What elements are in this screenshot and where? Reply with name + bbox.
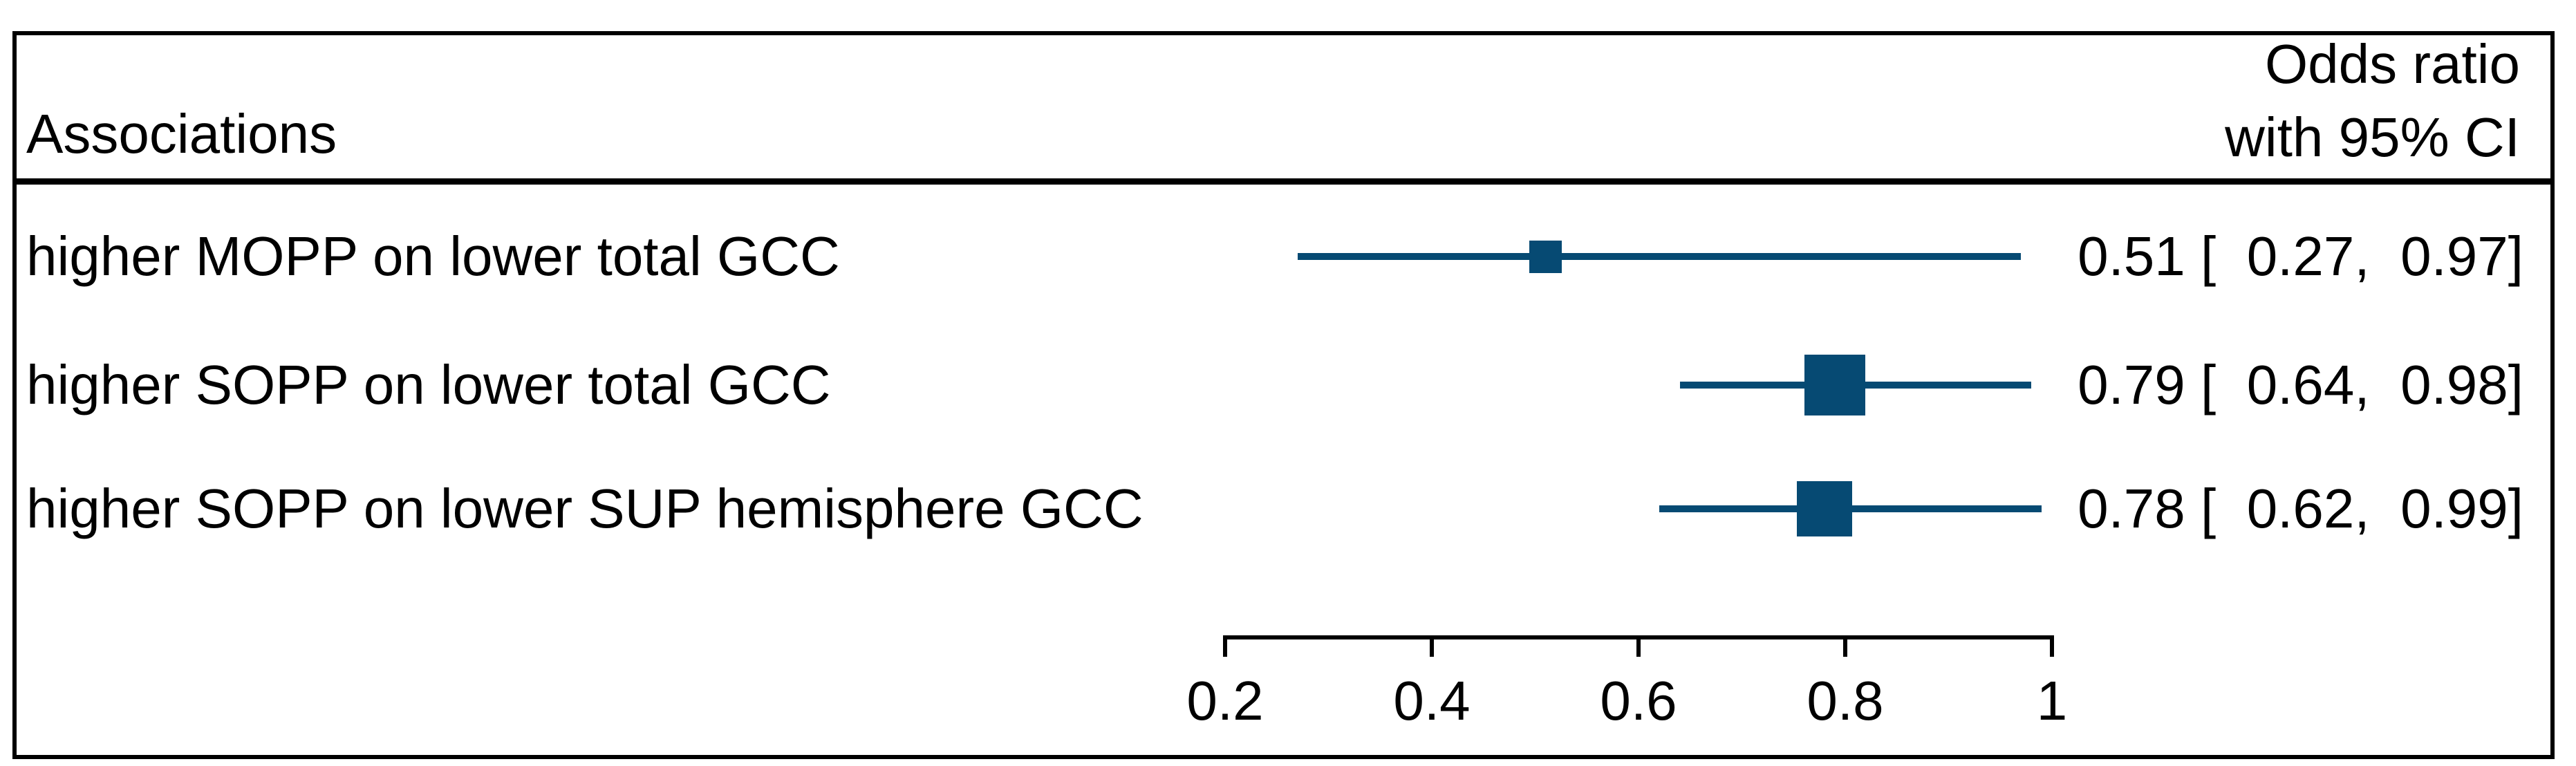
plot-border: [12, 31, 2555, 759]
axis-tick-label: 0.6: [1600, 670, 1677, 731]
row-label: higher SOPP on lower SUP hemisphere GCC: [26, 478, 1144, 539]
axis-tick: [1843, 637, 1847, 657]
or-marker: [1804, 355, 1866, 415]
estimate-text: 0.78 [ 0.62, 0.99]: [2078, 478, 2523, 539]
associations-column-header: Associations: [26, 103, 337, 165]
row-label: higher SOPP on lower total GCC: [26, 354, 831, 415]
odds-ratio-column-header: Odds ratio with 95% CI: [2225, 28, 2520, 174]
or-marker: [1797, 481, 1853, 536]
row-label: higher MOPP on lower total GCC: [26, 225, 840, 287]
axis-tick: [2050, 637, 2054, 657]
odds-ratio-header-line2: with 95% CI: [2225, 106, 2520, 168]
axis-tick-label: 0.8: [1807, 670, 1884, 731]
estimate-text: 0.51 [ 0.27, 0.97]: [2078, 225, 2523, 287]
ci-line: [1297, 253, 2022, 260]
odds-ratio-header-line1: Odds ratio: [2264, 33, 2520, 95]
estimate-text: 0.79 [ 0.64, 0.98]: [2078, 354, 2523, 415]
axis-tick-label: 0.4: [1393, 670, 1471, 731]
axis-tick-label: 0.2: [1186, 670, 1264, 731]
or-marker: [1529, 240, 1562, 273]
axis-tick: [1223, 637, 1227, 657]
axis-tick: [1430, 637, 1434, 657]
axis-tick-label: 1: [2036, 670, 2068, 731]
axis-tick: [1636, 637, 1641, 657]
header-separator-rule: [12, 178, 2555, 185]
